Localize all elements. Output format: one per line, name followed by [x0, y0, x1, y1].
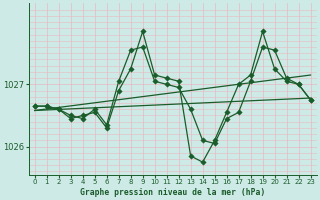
X-axis label: Graphe pression niveau de la mer (hPa): Graphe pression niveau de la mer (hPa): [80, 188, 265, 197]
